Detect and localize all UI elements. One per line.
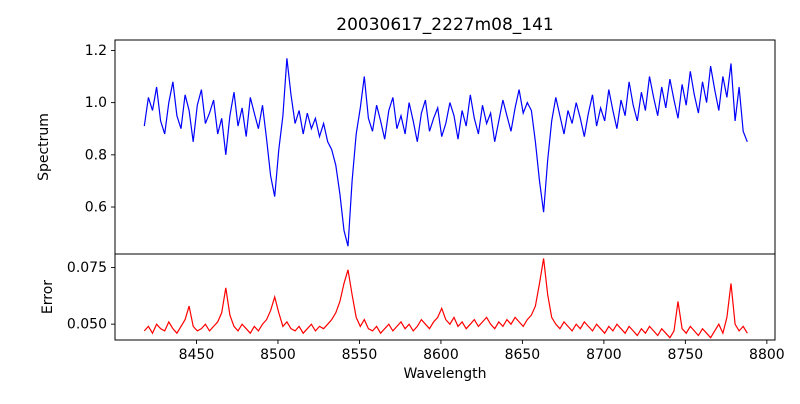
spectrum-panel-border bbox=[114, 39, 776, 255]
y-tick-label: 0.8 bbox=[85, 147, 107, 163]
error-y-axis-label: Error bbox=[40, 280, 56, 314]
x-tick-label: 8700 bbox=[586, 347, 622, 363]
error-line bbox=[143, 258, 748, 339]
chart-title: 20030617_2227m08_141 bbox=[336, 15, 553, 35]
y-tick-label: 0.6 bbox=[85, 200, 107, 216]
x-tick-label: 8750 bbox=[668, 347, 704, 363]
x-tick-label: 8450 bbox=[179, 347, 215, 363]
x-tick-label: 8650 bbox=[505, 347, 541, 363]
x-tick-label: 8600 bbox=[423, 347, 459, 363]
spectrum-line bbox=[143, 58, 748, 247]
x-axis-label: Wavelength bbox=[403, 366, 486, 382]
y-tick-label: 1.2 bbox=[85, 43, 107, 59]
x-tick-label: 8500 bbox=[260, 347, 296, 363]
axis-ticks: 0.6 0.8 1.0 1.2 0.050 0.075 8450 8500 8550 8600 86… bbox=[67, 43, 785, 363]
error-panel-border bbox=[114, 253, 776, 341]
x-tick-label: 8800 bbox=[749, 347, 785, 363]
x-tick-label: 8550 bbox=[342, 347, 378, 363]
y-tick-label: 0.075 bbox=[67, 260, 107, 276]
y-tick-label: 1.0 bbox=[85, 95, 107, 111]
spectrum-y-axis-label: Spectrum bbox=[36, 113, 52, 181]
y-tick-label: 0.050 bbox=[67, 317, 107, 333]
